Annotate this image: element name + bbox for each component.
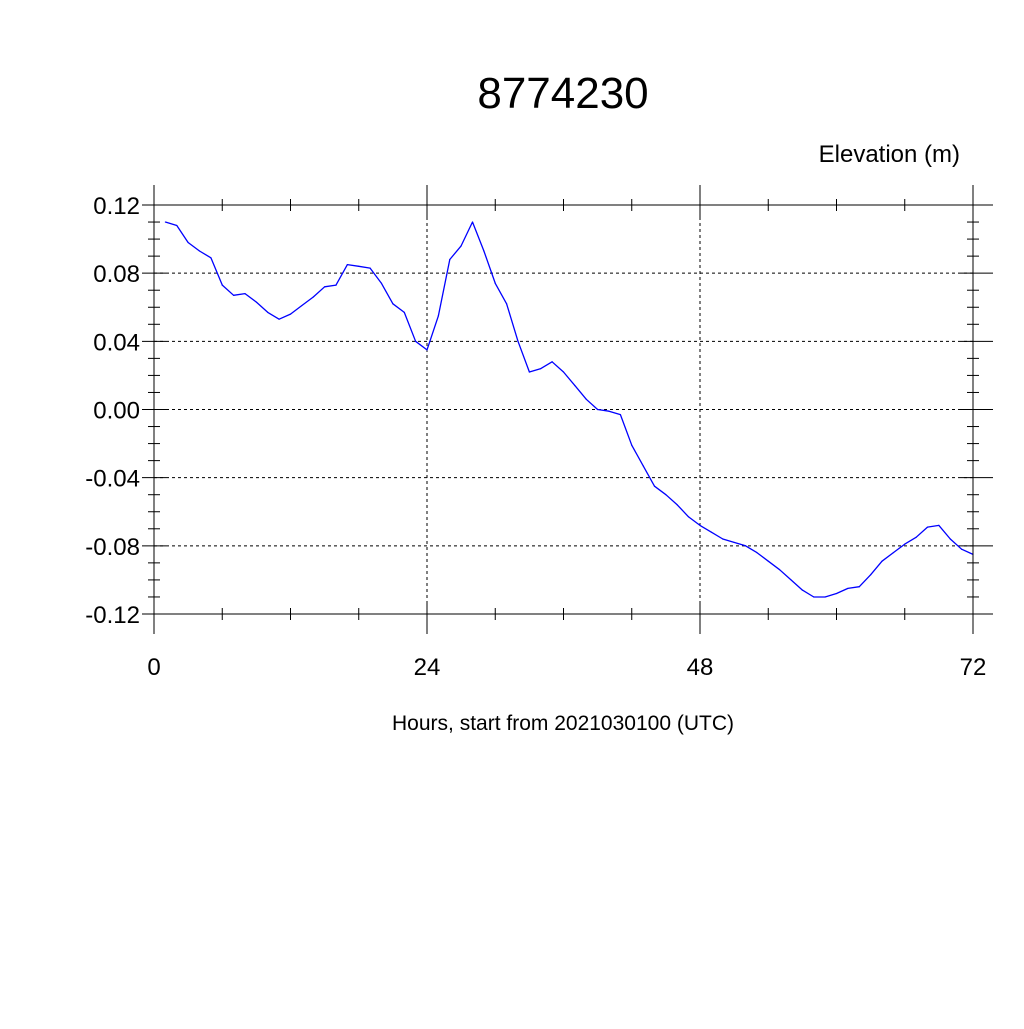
data-point bbox=[744, 545, 747, 547]
data-point bbox=[619, 414, 621, 416]
data-point bbox=[210, 257, 212, 259]
data-point bbox=[779, 569, 781, 571]
grid-lines bbox=[153, 204, 974, 615]
data-point bbox=[187, 241, 189, 244]
data-point bbox=[653, 485, 656, 487]
data-point bbox=[460, 245, 462, 247]
data-point bbox=[835, 592, 838, 595]
y-tick-label: -0.04 bbox=[85, 466, 140, 493]
data-point bbox=[278, 318, 280, 320]
data-point bbox=[608, 410, 610, 412]
tick-labels: 0.12 0.08 0.04 0.00 -0.04 -0.08 -0.12 0 24 48 72 bbox=[85, 193, 986, 681]
y-tick-label: 0.00 bbox=[93, 398, 140, 425]
data-point bbox=[244, 293, 246, 295]
data-point bbox=[688, 516, 690, 518]
data-point bbox=[312, 296, 314, 298]
data-point bbox=[369, 267, 371, 269]
data-point bbox=[756, 552, 758, 554]
y-axis-label: Elevation (m) bbox=[819, 141, 960, 168]
y-tick-label: 0.08 bbox=[93, 261, 140, 288]
data-point bbox=[892, 552, 894, 554]
data-point bbox=[255, 301, 257, 303]
data-point bbox=[710, 531, 712, 533]
data-point bbox=[881, 560, 883, 562]
x-tick-label: 72 bbox=[960, 654, 987, 681]
data-point bbox=[790, 579, 792, 581]
data-point bbox=[631, 444, 633, 446]
data-point bbox=[540, 368, 542, 370]
data-point bbox=[506, 303, 508, 305]
data-point bbox=[847, 587, 849, 590]
plot-frame bbox=[153, 204, 974, 615]
data-point bbox=[665, 494, 667, 496]
y-tick-label: -0.12 bbox=[85, 602, 140, 629]
data-point bbox=[517, 340, 519, 342]
data-point bbox=[585, 398, 587, 400]
data-point bbox=[949, 538, 951, 540]
data-point bbox=[198, 250, 201, 252]
data-point bbox=[642, 465, 644, 467]
data-point bbox=[722, 538, 724, 540]
data-series bbox=[164, 221, 974, 598]
data-point bbox=[904, 543, 906, 545]
data-point bbox=[358, 265, 360, 267]
data-point bbox=[813, 596, 815, 598]
data-point bbox=[449, 258, 451, 261]
y-tick-label: 0.04 bbox=[93, 329, 140, 356]
data-point bbox=[699, 524, 701, 526]
chart-title: 8774230 bbox=[477, 69, 648, 118]
data-point bbox=[915, 536, 917, 538]
data-point bbox=[494, 282, 496, 284]
data-point bbox=[926, 526, 929, 528]
x-tick-label: 0 bbox=[147, 654, 160, 681]
data-point bbox=[380, 282, 383, 284]
data-point bbox=[346, 264, 348, 266]
data-point bbox=[767, 560, 769, 562]
data-point bbox=[597, 408, 599, 411]
data-point bbox=[176, 224, 178, 227]
data-point bbox=[938, 524, 940, 526]
data-point bbox=[301, 304, 303, 307]
data-point bbox=[392, 303, 394, 305]
data-point bbox=[164, 221, 166, 223]
x-tick-label: 24 bbox=[414, 654, 441, 681]
data-point bbox=[801, 589, 803, 591]
data-point bbox=[221, 284, 223, 286]
data-point bbox=[233, 294, 235, 296]
x-tick-label: 48 bbox=[687, 654, 714, 681]
data-point bbox=[471, 221, 474, 223]
data-point bbox=[574, 385, 576, 387]
data-point bbox=[733, 541, 735, 544]
x-axis-label: Hours, start from 2021030100 (UTC) bbox=[392, 712, 734, 735]
data-point bbox=[528, 371, 530, 373]
data-point bbox=[415, 340, 417, 342]
data-point bbox=[551, 361, 553, 363]
data-point bbox=[870, 574, 872, 576]
data-point bbox=[289, 313, 292, 315]
y-tick-label: 0.12 bbox=[93, 193, 140, 220]
data-point bbox=[335, 284, 337, 286]
data-point bbox=[676, 504, 678, 506]
data-point bbox=[562, 371, 565, 373]
data-point bbox=[403, 311, 405, 313]
data-point bbox=[824, 596, 826, 598]
y-tick-label: -0.08 bbox=[85, 534, 140, 561]
data-point bbox=[426, 349, 428, 351]
data-point bbox=[961, 548, 963, 550]
data-point bbox=[437, 315, 439, 317]
data-point bbox=[324, 286, 326, 288]
data-point bbox=[483, 250, 485, 252]
data-point bbox=[858, 586, 860, 588]
data-point bbox=[267, 311, 269, 313]
series-line bbox=[165, 221, 974, 598]
